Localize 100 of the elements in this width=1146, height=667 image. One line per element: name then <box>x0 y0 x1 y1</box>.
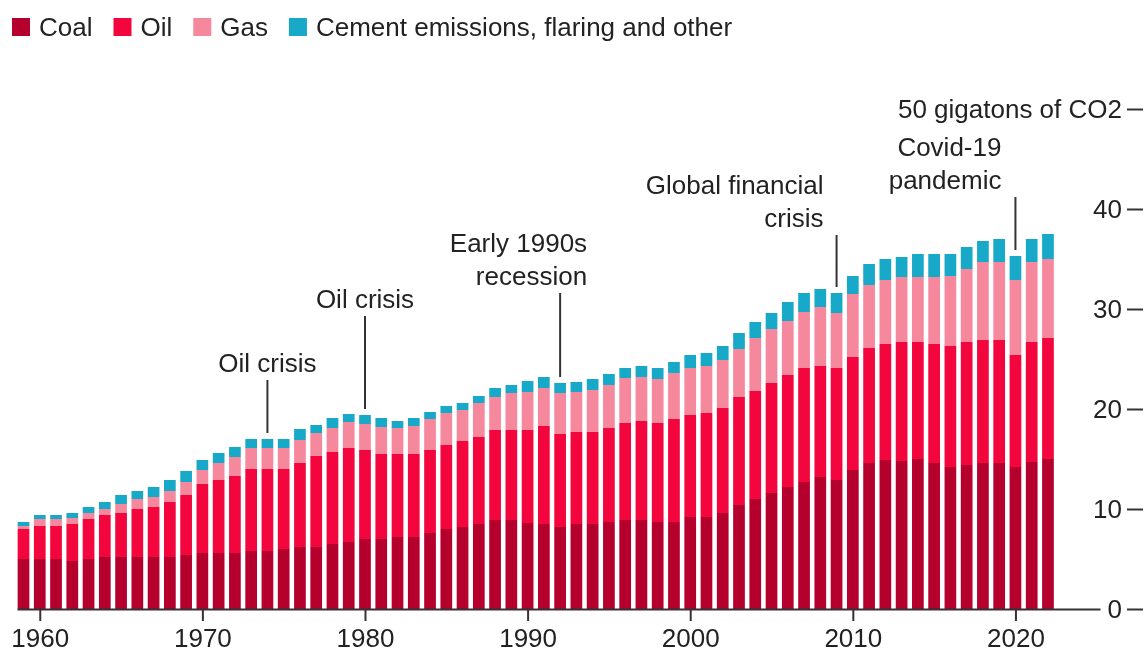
bar <box>245 469 258 551</box>
bar <box>977 262 989 340</box>
bar <box>131 557 144 609</box>
bar <box>521 430 534 523</box>
bar <box>489 397 501 430</box>
bar <box>993 340 1006 463</box>
bar <box>635 421 648 520</box>
bar <box>489 520 501 609</box>
bar <box>131 491 144 499</box>
bar <box>1009 355 1022 467</box>
bar <box>846 357 859 470</box>
bar <box>212 553 225 609</box>
bar <box>879 344 892 460</box>
bar <box>375 427 388 454</box>
bar <box>603 428 615 522</box>
bar <box>66 513 79 518</box>
bar <box>359 424 371 450</box>
bar <box>765 383 778 493</box>
bar <box>863 264 875 285</box>
bar <box>98 502 111 509</box>
bar <box>456 410 469 441</box>
x-tick-label: 1990 <box>499 623 558 654</box>
legend-label: Oil <box>140 12 173 42</box>
bar <box>326 452 339 544</box>
bar <box>391 428 404 454</box>
bar <box>733 349 745 397</box>
bar <box>342 414 355 422</box>
bar <box>82 513 95 519</box>
bar <box>814 366 827 477</box>
bar <box>424 533 436 609</box>
bar <box>147 557 160 609</box>
bar <box>50 559 62 609</box>
bar <box>342 422 355 448</box>
bar <box>1025 239 1038 262</box>
bar <box>928 344 940 463</box>
bar <box>456 403 469 410</box>
bar <box>326 544 339 609</box>
bar <box>700 413 713 517</box>
bar <box>131 499 144 509</box>
bar <box>180 495 192 555</box>
y-tick-label: 30 <box>1093 293 1122 324</box>
bar <box>798 482 810 609</box>
bar <box>66 524 79 561</box>
bar <box>180 471 192 482</box>
bar <box>765 313 778 329</box>
x-tick-label: 2020 <box>987 623 1045 654</box>
bar <box>50 526 62 559</box>
bar <box>554 393 566 434</box>
bar <box>115 495 127 504</box>
bar <box>1025 462 1038 609</box>
bar <box>570 432 583 524</box>
bar <box>895 257 908 277</box>
bar <box>277 549 290 609</box>
bar <box>440 413 453 445</box>
bar <box>635 366 648 377</box>
bar <box>33 559 46 609</box>
bar <box>716 408 729 513</box>
bar <box>261 448 274 469</box>
bar <box>424 450 436 533</box>
bar <box>359 450 371 539</box>
bar <box>147 507 160 557</box>
bar <box>294 440 306 463</box>
bar <box>424 412 436 419</box>
bar <box>1025 342 1038 462</box>
bar <box>229 457 241 476</box>
bar <box>960 342 973 465</box>
bar <box>375 539 388 609</box>
bar <box>17 529 30 559</box>
annotation: Oil crisis <box>315 284 415 314</box>
bar <box>538 377 550 388</box>
bar <box>310 433 323 456</box>
bar <box>261 469 274 551</box>
bar <box>912 459 924 609</box>
bar <box>245 551 258 609</box>
legend-label: Gas <box>220 12 268 42</box>
bar <box>554 434 566 527</box>
bar <box>830 368 843 480</box>
bar <box>440 529 453 609</box>
bar <box>359 539 371 609</box>
x-tick-label: 1980 <box>336 623 395 654</box>
bar <box>570 392 583 432</box>
bar <box>863 348 875 463</box>
bar <box>895 277 908 342</box>
bar <box>1042 459 1054 609</box>
bar <box>749 391 762 499</box>
bar <box>440 445 453 529</box>
bar <box>326 418 339 428</box>
bar <box>50 515 62 519</box>
bar <box>82 559 95 609</box>
bar <box>456 527 469 609</box>
bar <box>879 280 892 344</box>
bar <box>570 382 583 392</box>
bar <box>115 504 127 513</box>
bar <box>310 547 323 609</box>
bar <box>716 346 729 360</box>
bar <box>17 559 30 609</box>
bar <box>716 360 729 408</box>
bar <box>928 277 940 344</box>
bar <box>912 254 924 277</box>
bar <box>846 276 859 294</box>
